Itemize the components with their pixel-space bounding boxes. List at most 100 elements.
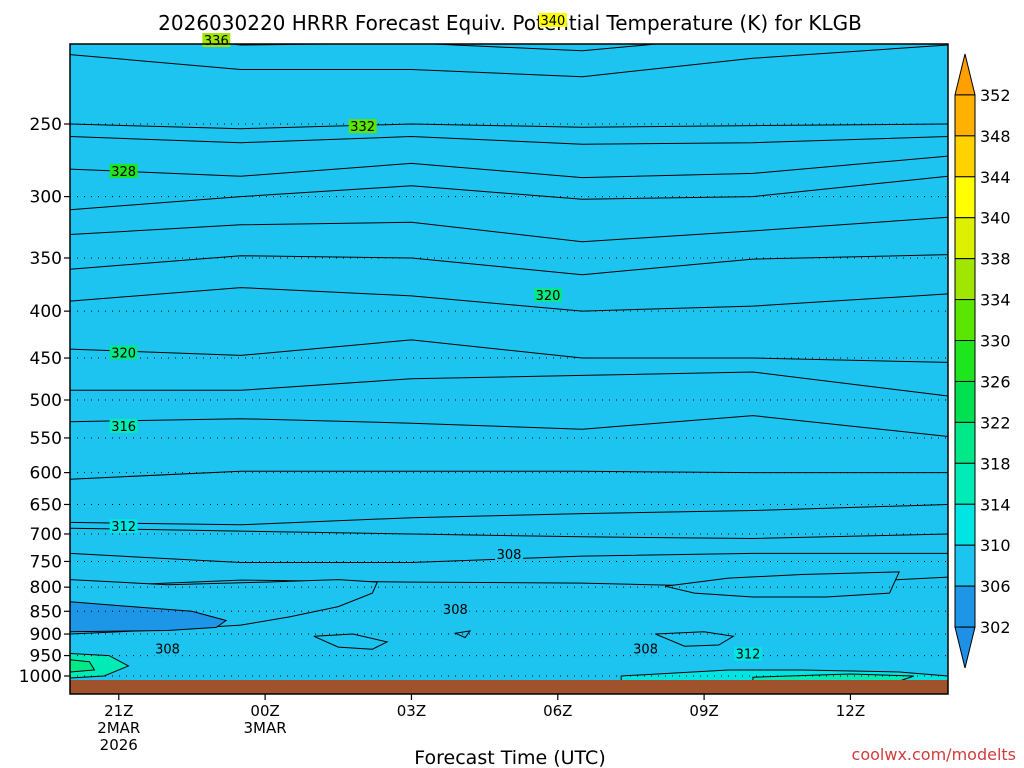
colorbar-segment (954, 299, 976, 342)
contour-line-336 (226, 44, 662, 52)
y-tick-label: 700 (30, 525, 62, 545)
chart-title: 2026030220 HRRR Forecast Equiv. Potentia… (158, 11, 862, 35)
contour-cell-306 (655, 631, 735, 647)
colorbar-label: 352 (980, 86, 1011, 105)
contour-label: 308 (443, 603, 468, 618)
contour-label: 320 (111, 347, 136, 362)
colorbar-segment (954, 135, 976, 178)
contour-labels: 3523483443443403363323283203203163123083… (109, 12, 763, 663)
contour-line-317 (70, 371, 948, 397)
y-tick-label: 600 (30, 464, 62, 484)
colorbar-segment (954, 94, 976, 137)
x-tick-label: 12Z (836, 702, 865, 720)
x-tick-label: 00Z (250, 702, 279, 720)
contour-label: 320 (536, 289, 561, 304)
contour-label-bg (109, 163, 138, 178)
contour-label: 316 (111, 420, 136, 435)
colorbar-segment (954, 176, 976, 219)
contour-label: 340 (540, 14, 565, 29)
colorbar-segment (954, 421, 976, 464)
colorbar-label: 334 (980, 291, 1011, 310)
contour-label-bg (538, 12, 567, 27)
y-tick-label: 900 (30, 625, 62, 645)
x-tick-label: 2MAR (97, 719, 140, 737)
y-tick-label: 300 (30, 188, 62, 208)
contour-line-328 (70, 155, 948, 179)
contour-line-320 (70, 287, 948, 312)
contour-label: 328 (111, 165, 136, 180)
y-tick-label: 400 (30, 302, 62, 322)
colorbar-segment (954, 340, 976, 382)
colorbar-label: 322 (980, 413, 1011, 432)
colorbar-arrow-top (954, 53, 976, 96)
contour-cell-318 (70, 659, 96, 673)
colorbar-label: 326 (980, 372, 1011, 391)
x-tick-label: 21Z (104, 702, 133, 720)
contour-label-bg (734, 646, 763, 661)
contour-line-316 (70, 415, 948, 437)
colorbar-label: 314 (980, 495, 1011, 514)
colorbar: 352 348 344 340 338 334 330 326 322 318 314 310 306 3… (954, 53, 1011, 669)
x-tick-label: 2026 (100, 736, 138, 754)
colorbar-label: 344 (980, 168, 1011, 187)
contour-label: 308 (497, 548, 522, 563)
contour-label: 308 (633, 643, 658, 658)
colorbar-label: 306 (980, 577, 1011, 596)
y-tick-label: 500 (30, 391, 62, 411)
contour-label-bg (109, 519, 138, 534)
ground-strip (70, 680, 948, 694)
x-tick-label: 06Z (543, 702, 572, 720)
colorbar-segment (954, 585, 976, 628)
colorbar-label: 318 (980, 454, 1011, 473)
contour-line-314 (70, 470, 948, 480)
contour-line-324 (70, 216, 948, 243)
contour-cell-306 (313, 633, 389, 650)
credit-text: coolwx.com/modelts (852, 745, 1016, 764)
y-axis: 250 300 350 400 450 500 550 600 650 700 750 800 850 9… (19, 115, 70, 687)
y-tick-label: 800 (30, 578, 62, 598)
contour-label-bg (495, 547, 523, 562)
colorbar-label: 338 (980, 250, 1011, 269)
contour-label: 312 (111, 520, 136, 535)
y-tick-label: 650 (30, 495, 62, 515)
colorbar-label: 330 (980, 332, 1011, 351)
contour-band-308 (70, 44, 948, 588)
contour-label: 336 (204, 34, 229, 49)
y-tick-label: 1000 (19, 667, 62, 687)
colorbar-label: 310 (980, 536, 1011, 555)
contour-label-bg (109, 418, 138, 433)
contour-label: 332 (350, 120, 375, 135)
contour-label-bg (441, 601, 470, 616)
colorbar-segment (954, 258, 976, 301)
colorbar-arrow-bottom (954, 626, 976, 669)
colorbar-segment (954, 462, 976, 505)
contour-cell-314 (70, 652, 130, 679)
colorbar-segment (954, 380, 976, 423)
contour-line-342 (70, 0, 948, 6)
y-tick-label: 850 (30, 602, 62, 622)
contour-cell-306 (664, 571, 900, 598)
y-tick-label: 250 (30, 115, 62, 135)
contour-line-318 (70, 339, 948, 363)
contour-label-bg (631, 641, 660, 656)
x-tick-label: 3MAR (244, 719, 287, 737)
y-tick-label: 950 (30, 647, 62, 667)
y-tick-label: 450 (30, 349, 62, 369)
contour-label: 312 (736, 648, 761, 663)
colorbar-label: 348 (980, 127, 1011, 146)
colorbar-label: 340 (980, 209, 1011, 228)
contour-line-334 (70, 44, 948, 78)
plot-frame (69, 43, 949, 695)
contour-line-332 (70, 123, 948, 130)
contour-label: 308 (155, 643, 180, 658)
colorbar-label: 302 (980, 618, 1011, 637)
contour-label-bg (153, 641, 182, 656)
contour-label-bg (534, 287, 563, 302)
colorbar-segment (954, 544, 976, 587)
contour-label-bg (348, 119, 377, 134)
y-tick-label: 750 (30, 552, 62, 572)
contour-line-312 (70, 527, 948, 540)
contour-label-bg (109, 345, 138, 360)
